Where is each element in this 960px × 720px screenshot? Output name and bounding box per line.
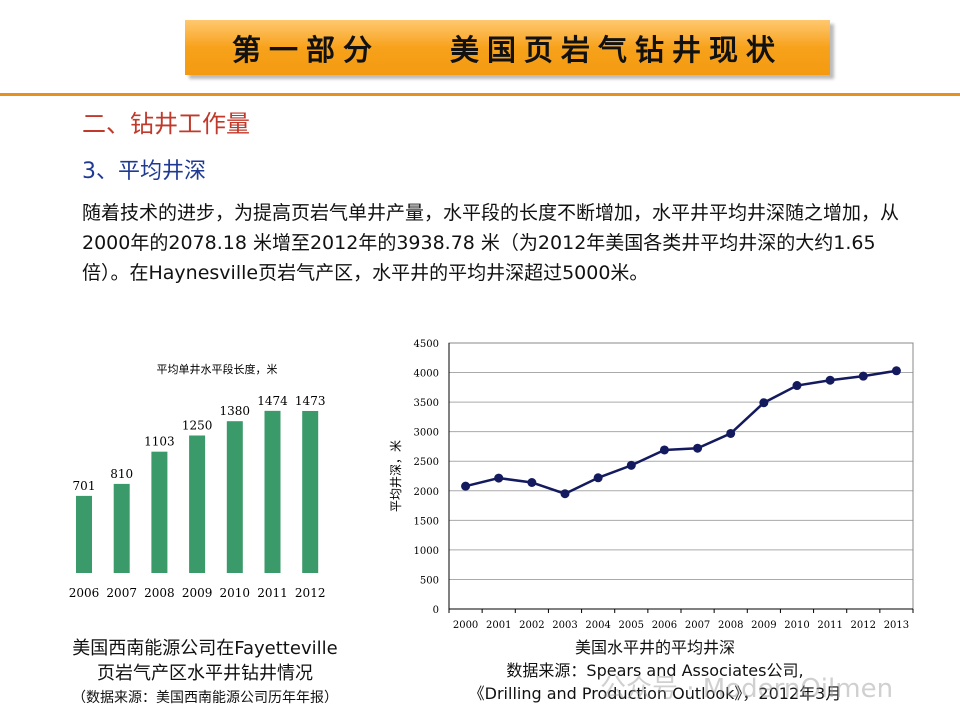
data-point (726, 428, 736, 438)
bar-value-label: 1250 (182, 419, 213, 433)
data-point (693, 443, 703, 453)
divider (0, 93, 960, 96)
left-caption-line2: 页岩气产区水平井钻井情况 (97, 663, 313, 684)
y-tick-label: 0 (433, 605, 439, 616)
bar-value-label: 1103 (144, 435, 175, 449)
y-tick-label: 2000 (414, 487, 439, 498)
y-tick-label: 500 (420, 575, 439, 586)
data-point (560, 489, 570, 499)
x-tick-label: 2010 (784, 620, 809, 630)
x-tick-label: 2011 (257, 586, 288, 600)
x-tick-label: 2011 (817, 620, 842, 630)
x-tick-label: 2007 (106, 586, 137, 600)
data-point (659, 445, 669, 455)
subsection-heading: 3、平均井深 (82, 159, 206, 184)
x-tick-label: 2009 (182, 586, 213, 600)
data-point (759, 398, 769, 408)
data-point (494, 473, 504, 483)
bar (264, 410, 281, 573)
y-axis-label: 平均井深，米 (389, 440, 403, 512)
x-tick-label: 2008 (144, 586, 175, 600)
x-tick-label: 2012 (295, 586, 326, 600)
right-caption-source: 数据来源：Spears and Associates公司, (506, 661, 804, 680)
x-tick-label: 2007 (685, 620, 710, 630)
x-tick-label: 2010 (220, 586, 251, 600)
plot-area (448, 342, 914, 610)
left-caption-source: （数据来源：美国西南能源公司历年年报） (72, 690, 338, 706)
bar (302, 410, 319, 573)
line-chart: 0 500 1000 1500 2000 2500 3000 3500 4000 4500 2000… (389, 339, 914, 630)
data-point (626, 460, 636, 470)
series-line (465, 369, 897, 496)
bar-chart-title: 平均单井水平段长度，米 (157, 362, 278, 376)
data-point (593, 473, 603, 483)
x-tick-label: 2004 (585, 620, 610, 630)
right-caption: 美国水平井的平均井深 数据来源：Spears and Associates公司,… (440, 636, 870, 705)
body-paragraph: 随着技术的进步，为提高页岩气单井产量，水平段的长度不断增加，水平井平均井深随之增… (82, 202, 900, 284)
bar-value-label: 1473 (295, 394, 326, 408)
y-tick-label: 4000 (414, 369, 439, 380)
left-caption: 美国西南能源公司在Fayetteville 页岩气产区水平井钻井情况 （数据来源… (30, 636, 380, 711)
data-point (858, 371, 868, 381)
x-tick-label: 2009 (751, 620, 776, 630)
x-tick-label: 2008 (718, 620, 743, 630)
part-label: 第一部分 (231, 32, 380, 67)
bar-value-label: 810 (110, 467, 133, 481)
y-tick-label: 3500 (414, 398, 439, 409)
right-caption-publication: 《Drilling and Production Outlook》，2012年3… (468, 684, 842, 703)
bar (151, 451, 168, 573)
y-tick-label: 1000 (414, 546, 439, 557)
x-tick-label: 2005 (619, 620, 644, 630)
x-tick-label: 2012 (851, 620, 876, 630)
x-tick-label: 2003 (552, 620, 577, 630)
section-heading: 二、钻井工作量 (82, 110, 250, 138)
y-tick-label: 1500 (414, 516, 439, 527)
bar (113, 483, 130, 573)
data-point (461, 481, 471, 491)
y-tick-label: 3000 (414, 428, 439, 439)
y-tick-label: 4500 (414, 339, 439, 350)
bar-value-label: 1474 (257, 394, 288, 408)
data-point (792, 381, 802, 391)
data-point (825, 375, 835, 385)
data-point (527, 478, 537, 488)
bar-value-label: 701 (73, 479, 96, 493)
x-tick-label: 2006 (69, 586, 100, 600)
x-tick-label: 2002 (519, 620, 544, 630)
y-tick-label: 2500 (414, 457, 439, 468)
bar (189, 435, 206, 573)
left-caption-line1: 美国西南能源公司在Fayetteville (72, 638, 338, 659)
bar-chart: 平均单井水平段长度，米 701 2006 810 2007 1103 2008 1250 200… (69, 362, 326, 600)
x-tick-label: 2000 (453, 620, 478, 630)
x-tick-label: 2006 (652, 620, 677, 630)
bar (226, 421, 243, 573)
section-banner: 第一部分 美国页岩气钻井现状 (185, 20, 830, 75)
x-tick-label: 2001 (486, 620, 511, 630)
data-point (891, 366, 901, 376)
banner-title: 美国页岩气钻井现状 (450, 32, 784, 67)
x-tick-label: 2013 (884, 620, 909, 630)
right-caption-title: 美国水平井的平均井深 (574, 638, 735, 657)
bar-value-label: 1380 (220, 404, 251, 418)
bar (76, 495, 92, 573)
watermark: 公众号 · ModernOilmen (600, 674, 894, 704)
